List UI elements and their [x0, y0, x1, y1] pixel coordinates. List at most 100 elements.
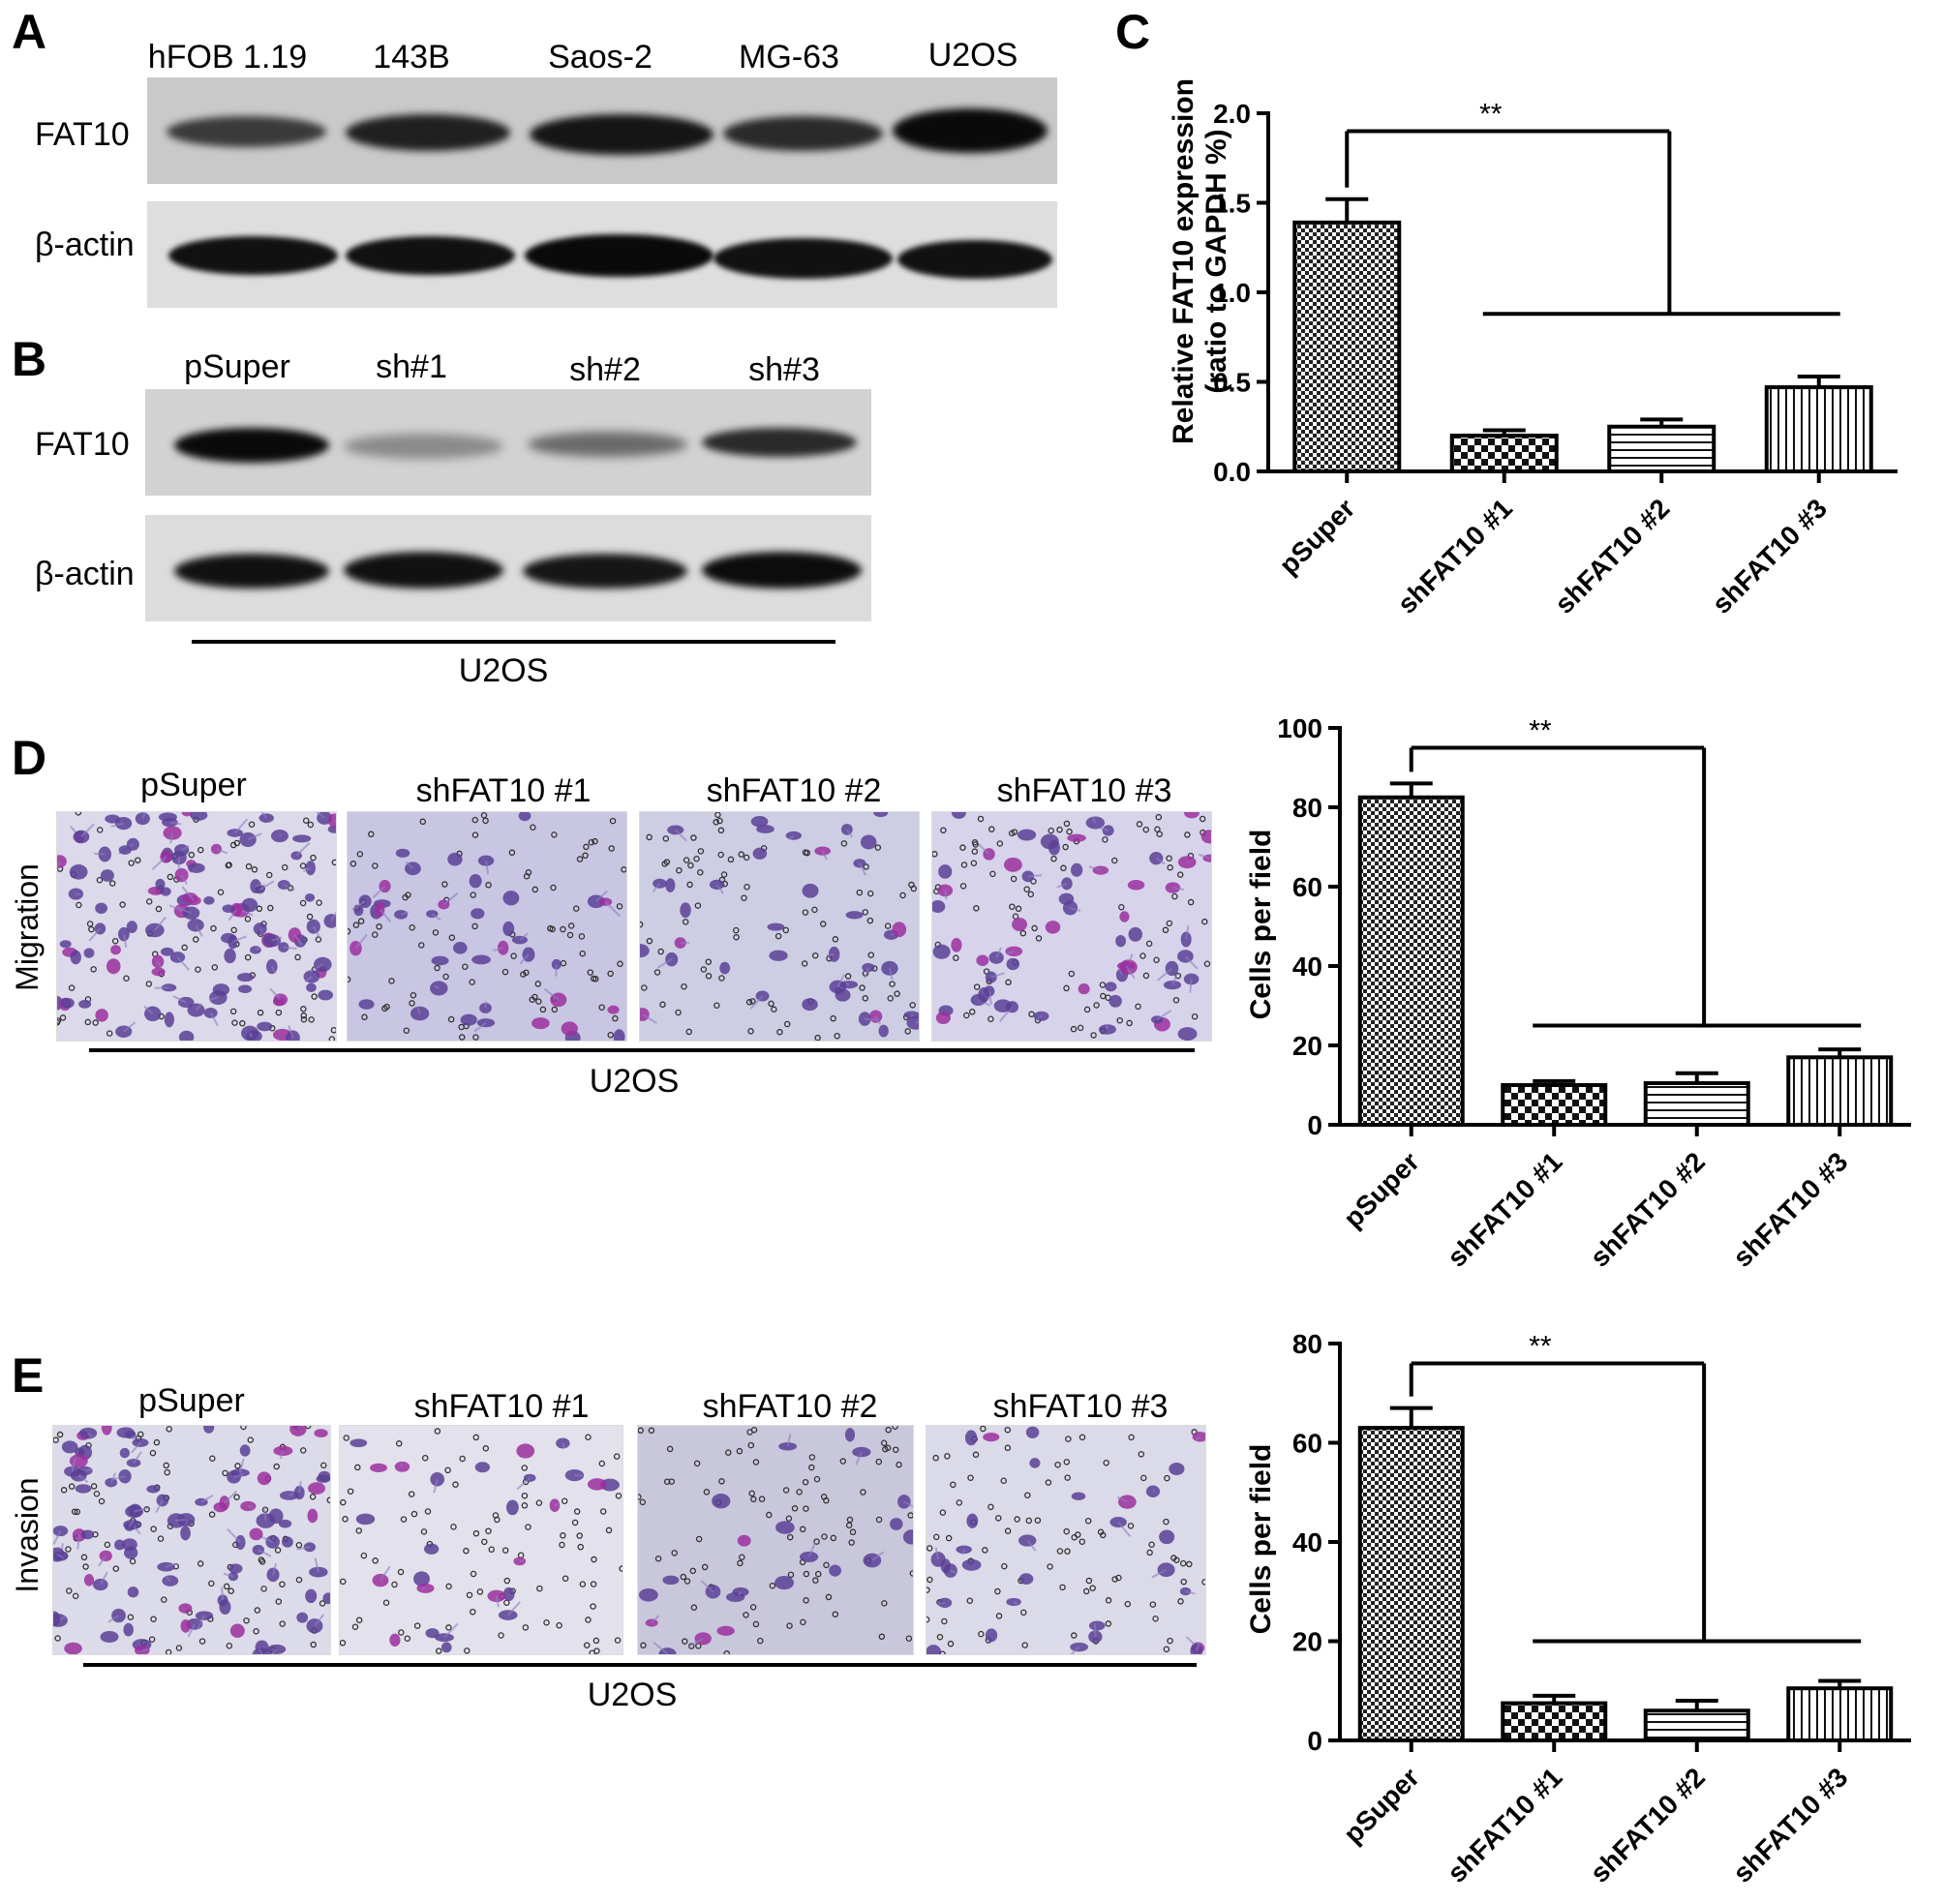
x-tick-label: pSuper: [1338, 1762, 1425, 1849]
stained-cell: [752, 847, 768, 860]
pore: [905, 1635, 913, 1642]
pore: [592, 976, 599, 982]
lane-label-psuper-b: pSuper: [184, 348, 290, 385]
pore: [1065, 1436, 1072, 1442]
pore: [520, 971, 527, 978]
cell-process: [595, 890, 608, 903]
stained-cell: [118, 845, 132, 855]
pore: [1124, 1600, 1132, 1608]
pore: [148, 1636, 156, 1643]
pore: [368, 831, 375, 838]
pore: [987, 1503, 994, 1511]
cell-process: [197, 1615, 205, 1629]
stained-cell: [237, 984, 253, 993]
micrograph-d-sh1: [347, 811, 627, 1042]
pore: [1140, 1474, 1147, 1482]
pore: [613, 1453, 621, 1460]
cell-process: [950, 1569, 957, 1574]
cell-process: [543, 987, 560, 1001]
pore: [856, 889, 864, 896]
blot-b-actin: [145, 515, 871, 621]
stained-cell: [95, 902, 108, 915]
pore: [689, 1567, 697, 1575]
cell-process: [855, 1451, 863, 1466]
cell-process: [172, 995, 187, 1004]
stained-cell: [840, 824, 853, 835]
pore: [328, 1036, 336, 1041]
y-tick-label: 80: [1292, 793, 1322, 823]
stained-cell: [1018, 1534, 1037, 1547]
cell-process: [233, 1473, 245, 1478]
cell-process: [1035, 1014, 1043, 1021]
pore: [697, 848, 705, 855]
pore: [978, 1630, 985, 1638]
stained-cell: [252, 1544, 265, 1556]
pore: [675, 1009, 682, 1016]
stained-cell: [303, 1542, 317, 1553]
stained-cell: [587, 1478, 607, 1491]
cell-process: [180, 874, 188, 885]
stained-cell: [305, 1588, 318, 1604]
pore: [690, 1604, 698, 1611]
stained-cell: [938, 864, 953, 879]
pore: [472, 1434, 480, 1441]
pore: [1050, 855, 1057, 862]
pore: [995, 1515, 1002, 1522]
stained-cell: [767, 922, 785, 931]
y-tick-label: 20: [1292, 1627, 1322, 1657]
pore: [424, 1508, 432, 1515]
pore: [1019, 929, 1027, 937]
pore: [503, 1577, 511, 1585]
pore: [1177, 1598, 1184, 1605]
cell-process: [279, 1450, 285, 1460]
pore: [198, 1638, 206, 1645]
cell-process: [151, 856, 167, 871]
pore: [639, 1498, 647, 1506]
pore: [573, 1508, 581, 1515]
cell-line-label-e: U2OS: [587, 1677, 678, 1713]
pore: [106, 1030, 113, 1037]
pore: [442, 973, 449, 981]
pore: [71, 1508, 78, 1515]
pore: [585, 1434, 592, 1440]
cell-process: [258, 880, 275, 892]
y-tick-label: 40: [1292, 952, 1322, 982]
pore: [434, 964, 440, 972]
pore: [945, 1534, 953, 1542]
pore: [86, 921, 94, 927]
pore: [1201, 918, 1208, 925]
pore: [1077, 1024, 1084, 1032]
pore: [939, 1509, 947, 1516]
cell-process: [109, 1472, 117, 1484]
pore: [862, 995, 869, 1002]
stained-cell: [203, 1008, 218, 1018]
pore: [539, 1006, 547, 1013]
pore: [80, 1554, 88, 1561]
pore: [752, 1620, 760, 1628]
pore: [1090, 1032, 1097, 1039]
bar: [1357, 795, 1465, 1127]
y-tick-label: 2.0: [1213, 99, 1251, 129]
pore: [1170, 1555, 1177, 1561]
cell-process: [166, 1562, 178, 1568]
pore: [408, 1491, 415, 1497]
stained-cell: [1105, 982, 1117, 992]
pore: [571, 1519, 579, 1526]
pore: [971, 839, 979, 846]
stained-cell: [187, 919, 204, 932]
pore: [862, 909, 869, 916]
stained-cell: [100, 1631, 119, 1643]
pore: [466, 1591, 473, 1599]
pore: [267, 904, 274, 912]
pore: [681, 1638, 688, 1645]
cell-process: [249, 1032, 253, 1038]
cell-process: [354, 933, 368, 950]
cell-process: [516, 1477, 531, 1491]
cell-line-rule-d: [89, 1048, 1195, 1052]
pore: [1128, 1434, 1135, 1441]
cell-process: [1185, 1590, 1196, 1595]
cell-process: [1013, 1601, 1018, 1605]
micrograph-texture: [53, 1426, 330, 1654]
pore: [441, 881, 448, 888]
stained-cell: [502, 891, 520, 906]
